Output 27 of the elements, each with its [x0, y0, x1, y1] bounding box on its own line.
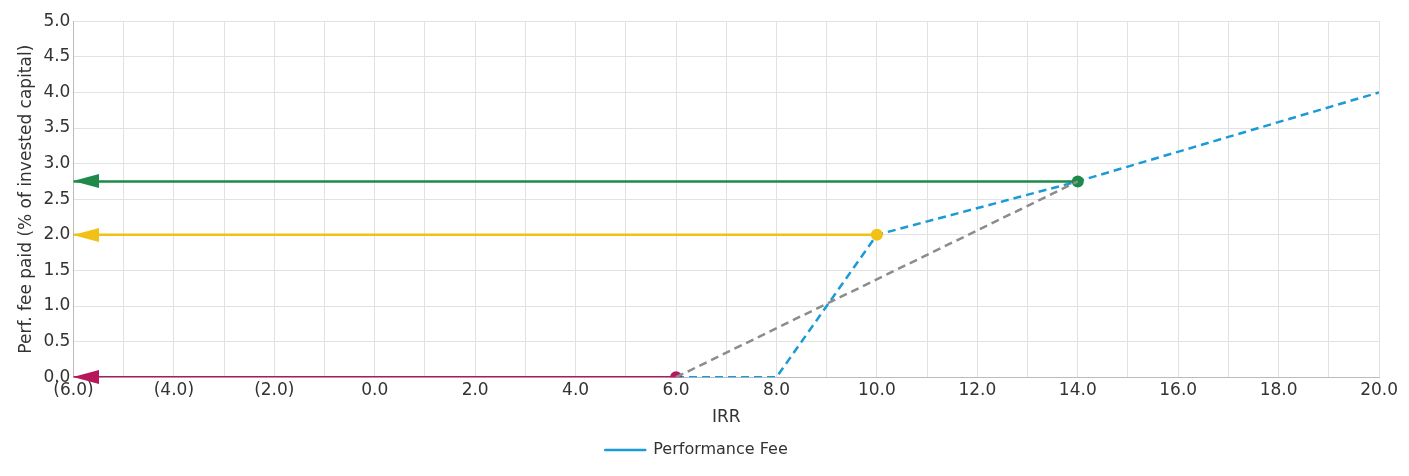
x-tick-label: 12.0 [958, 378, 997, 399]
y-tick-label: 2.5 [43, 187, 71, 208]
y-axis-title: Perf. fee paid (% of invested capital) [14, 44, 35, 354]
x-tick-label: 4.0 [562, 378, 590, 399]
x-tick-label: 20.0 [1360, 378, 1398, 399]
y-tick-label: 1.0 [43, 294, 71, 315]
x-tick-label: 0.0 [361, 378, 389, 399]
x-tick-label: 16.0 [1159, 378, 1198, 399]
x-tick-label: 10.0 [857, 378, 896, 399]
y-tick-label: 5.0 [43, 9, 71, 30]
y-tick-label: 1.5 [43, 258, 71, 279]
legend-label: Performance Fee [653, 439, 788, 459]
point [870, 228, 883, 241]
x-tick-label: 2.0 [461, 378, 489, 399]
x-tick-label: 8.0 [762, 378, 790, 399]
y-tick-label: 3.5 [43, 116, 71, 137]
y-tick-label: 3.0 [43, 152, 71, 173]
x-tick-label: (4.0) [153, 378, 195, 399]
x-tick-label: 6.0 [662, 378, 690, 399]
y-tick-label: 4.0 [43, 80, 71, 101]
y-tick-label: 4.5 [43, 45, 71, 66]
x-axis-title: IRR [711, 406, 741, 427]
x-tick-label: 14.0 [1058, 378, 1097, 399]
x-tick-label: 18.0 [1259, 378, 1298, 399]
y-tick-label: 0.5 [43, 330, 71, 351]
x-tick-label: (2.0) [254, 378, 295, 399]
y-tick-label: 2.0 [43, 223, 71, 244]
